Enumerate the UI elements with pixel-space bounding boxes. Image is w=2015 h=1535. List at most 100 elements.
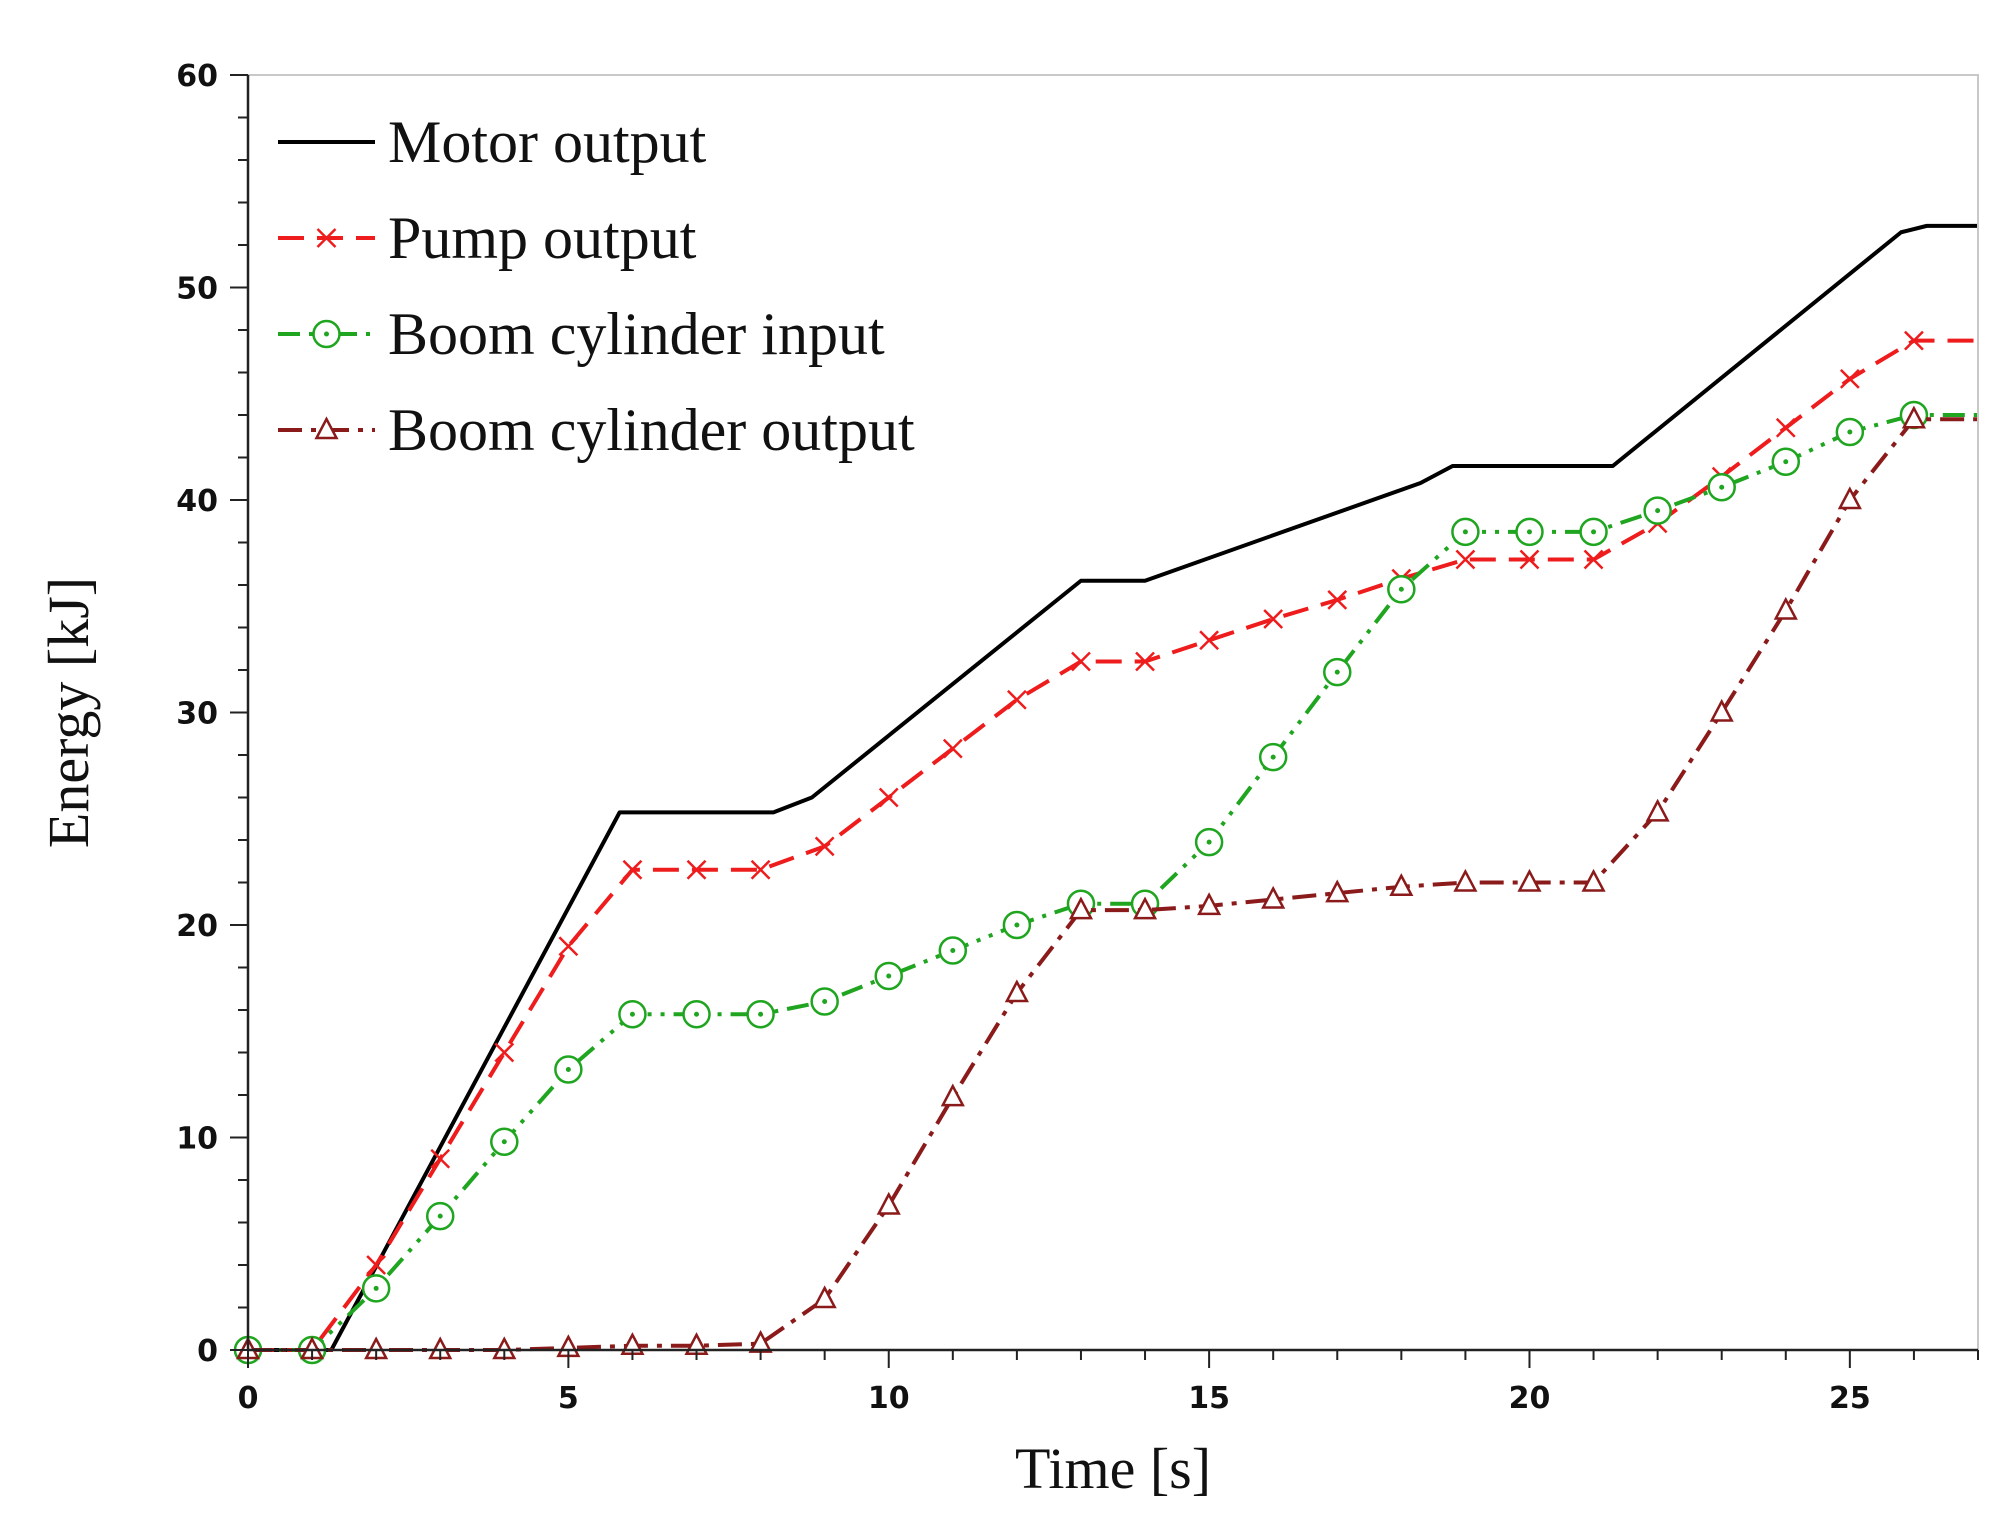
x-tick-label: 25 <box>1829 1381 1871 1416</box>
marker-stroke <box>1839 368 1860 389</box>
marker-dot <box>886 973 892 979</box>
legend-marker <box>312 319 341 349</box>
data-point <box>1071 651 1091 672</box>
data-point <box>1135 651 1155 672</box>
data-point <box>940 1083 965 1107</box>
data-point <box>1904 330 1924 351</box>
x-tick-label: 0 <box>238 1381 259 1416</box>
data-point <box>876 1191 901 1215</box>
marker-dot <box>694 1011 700 1017</box>
marker-stroke <box>430 1148 451 1169</box>
data-point <box>1643 496 1672 525</box>
series-motor-output <box>248 223 1978 1352</box>
marker-stroke <box>366 1255 387 1275</box>
data-point <box>810 987 839 1016</box>
series-layer <box>233 223 1978 1365</box>
data-point <box>942 738 963 759</box>
x-axis-title: Time [s] <box>1015 1436 1211 1501</box>
marker-stroke <box>1775 417 1796 438</box>
data-point <box>1771 447 1801 476</box>
marker-dot <box>565 1067 571 1072</box>
marker-dot <box>1655 508 1661 514</box>
marker-dot <box>373 1285 379 1291</box>
data-point <box>361 1274 391 1303</box>
marker-stroke <box>686 859 707 880</box>
data-point <box>1453 868 1478 892</box>
data-point <box>1901 405 1926 429</box>
marker-stroke <box>1583 549 1604 570</box>
legend-item: Boom cylinder output <box>278 397 915 463</box>
marker-stroke <box>750 859 771 880</box>
marker-stroke <box>1455 549 1476 570</box>
data-point <box>1775 417 1796 438</box>
data-point <box>622 859 643 880</box>
y-tick-label: 10 <box>176 1122 218 1157</box>
data-point <box>425 1201 455 1231</box>
data-point <box>938 936 968 965</box>
legend: Motor output Pump output Boom cylinder inp… <box>278 109 915 463</box>
data-point <box>878 787 899 808</box>
data-point <box>1004 979 1029 1003</box>
legend-label: Boom cylinder input <box>388 301 885 367</box>
marker-dot <box>501 1139 507 1145</box>
legend-label: Pump output <box>388 205 697 271</box>
legend-item: Motor output <box>278 109 707 175</box>
series-boom-cylinder-output <box>235 405 1978 1360</box>
data-point <box>1258 742 1288 772</box>
tick-layer: 0 5 10 15 20 25 0 10 20 30 40 50 60 <box>176 59 1979 1416</box>
data-point <box>1517 868 1542 892</box>
data-point <box>1007 689 1027 710</box>
series-line <box>248 413 1978 1352</box>
data-point <box>1263 609 1284 629</box>
legend-label: Boom cylinder output <box>388 397 915 463</box>
y-tick-label: 40 <box>176 484 218 519</box>
data-point <box>1387 575 1416 604</box>
marker-dot <box>950 948 956 953</box>
data-point <box>618 1000 647 1029</box>
data-point <box>1709 698 1734 722</box>
marker-stroke <box>1904 330 1924 351</box>
legend-marker <box>316 228 337 248</box>
y-tick-label: 20 <box>176 909 218 944</box>
data-point <box>1515 517 1544 547</box>
data-point <box>1132 896 1158 920</box>
marker-dot <box>1783 459 1789 465</box>
data-point <box>1579 517 1608 547</box>
data-point <box>1327 589 1348 610</box>
y-tick-label: 60 <box>176 59 218 94</box>
data-point <box>1837 486 1862 510</box>
data-point <box>1261 885 1286 909</box>
marker-stroke <box>1327 589 1348 610</box>
data-point <box>746 1000 775 1029</box>
data-point <box>1194 827 1224 857</box>
marker-dot <box>1270 754 1276 760</box>
marker-dot <box>629 1011 635 1017</box>
data-point <box>558 936 579 957</box>
data-point <box>874 961 903 991</box>
data-point <box>1451 517 1480 547</box>
data-point <box>1389 873 1414 896</box>
legend-marker <box>314 416 339 440</box>
data-point <box>430 1148 451 1169</box>
data-point <box>1707 473 1736 502</box>
marker-dot <box>1206 839 1212 845</box>
marker-dot <box>1847 429 1853 435</box>
x-tick-label: 20 <box>1509 1381 1551 1416</box>
data-point <box>686 859 707 880</box>
legend-label: Motor output <box>388 109 707 175</box>
data-point <box>1583 549 1604 570</box>
marker-stroke <box>316 228 337 248</box>
marker-stroke <box>1135 651 1155 672</box>
data-point <box>814 836 835 857</box>
y-axis-title: Energy [kJ] <box>36 577 101 848</box>
marker-dot <box>1462 529 1468 535</box>
marker-dot <box>1526 529 1532 535</box>
data-point <box>1835 417 1865 447</box>
data-point <box>1323 657 1352 687</box>
marker-stroke <box>1519 549 1540 570</box>
data-point <box>1068 896 1094 920</box>
marker-stroke <box>878 787 899 808</box>
marker-dot <box>324 331 329 337</box>
